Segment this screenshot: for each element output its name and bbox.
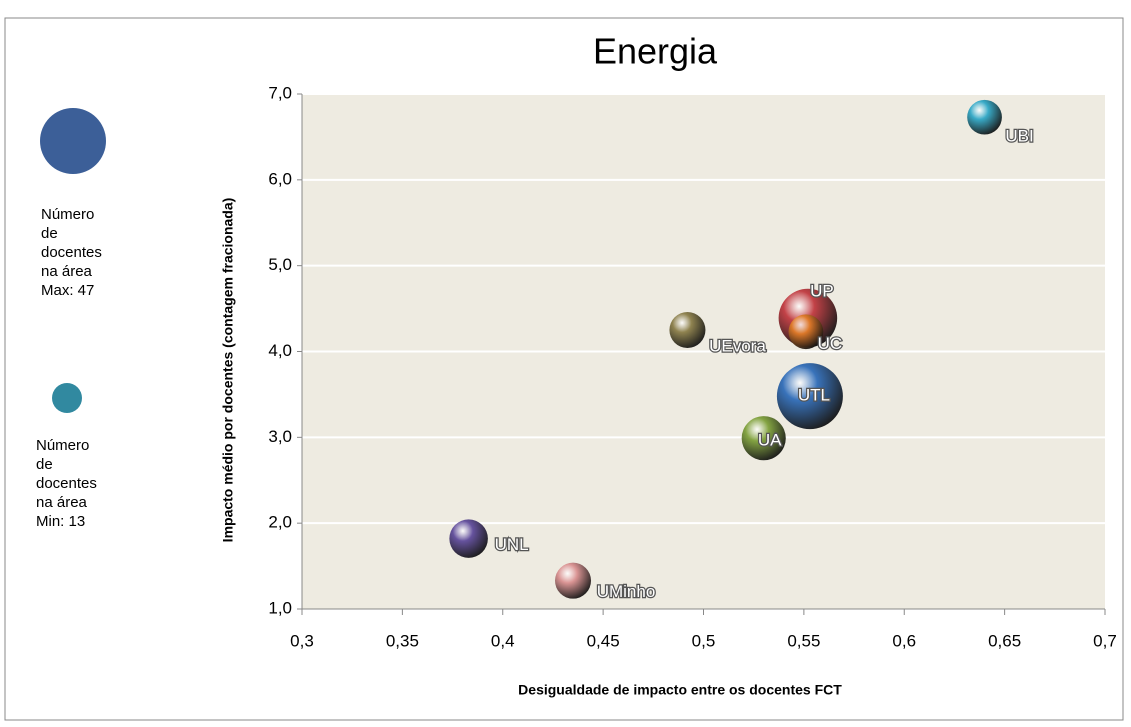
- bubble: [669, 312, 706, 349]
- bubble-label: UC: [818, 334, 843, 353]
- bubble: [741, 416, 786, 461]
- x-tick-label: 0,3: [290, 631, 314, 650]
- bubble: [788, 314, 824, 350]
- legend-text: de: [36, 456, 53, 473]
- bubble-label: UEvora: [709, 337, 766, 356]
- bubble-label: UA: [758, 431, 782, 450]
- legend-text: Min: 13: [36, 513, 85, 530]
- legend-text: docentes: [41, 244, 102, 261]
- x-tick-label: 0,7: [1093, 631, 1117, 650]
- x-tick-label: 0,6: [892, 631, 916, 650]
- y-tick-label: 5,0: [268, 255, 292, 274]
- y-tick-label: 1,0: [268, 598, 292, 617]
- x-tick-label: 0,65: [988, 631, 1021, 650]
- y-axis-label: Impacto médio por docentes (contagem fra…: [220, 198, 236, 543]
- y-tick-label: 7,0: [268, 83, 292, 102]
- chart-title: Energia: [593, 31, 718, 72]
- x-tick-label: 0,4: [491, 631, 515, 650]
- legend-text: Número: [41, 206, 94, 223]
- legend-bubble-max: [40, 108, 106, 174]
- bubble-label: UBI: [1005, 127, 1033, 146]
- legend-text: de: [41, 225, 58, 242]
- x-tick-label: 0,55: [787, 631, 820, 650]
- x-tick-label: 0,5: [692, 631, 716, 650]
- bubble-label: UMinho: [597, 582, 656, 601]
- bubble: [449, 519, 488, 558]
- legend-bubble-min: [52, 383, 82, 413]
- bubble-label: UNL: [495, 535, 529, 554]
- legend-text: na área: [41, 263, 93, 280]
- x-axis-label: Desigualdade de impacto entre os docente…: [518, 682, 842, 698]
- legend-text: na área: [36, 494, 88, 511]
- y-tick-label: 3,0: [268, 427, 292, 446]
- bubble: [555, 562, 592, 599]
- legend-text: Max: 47: [41, 282, 94, 299]
- y-tick-label: 4,0: [268, 341, 292, 360]
- bubble: [967, 99, 1002, 135]
- bubble-label: UP: [810, 282, 834, 301]
- y-tick-label: 6,0: [268, 169, 292, 188]
- bubble-label: UTL: [798, 386, 830, 405]
- legend-text: Número: [36, 437, 89, 454]
- x-tick-label: 0,45: [587, 631, 620, 650]
- bubble: [776, 363, 843, 430]
- legend-text: docentes: [36, 475, 97, 492]
- y-tick-label: 2,0: [268, 513, 292, 532]
- x-tick-label: 0,35: [386, 631, 419, 650]
